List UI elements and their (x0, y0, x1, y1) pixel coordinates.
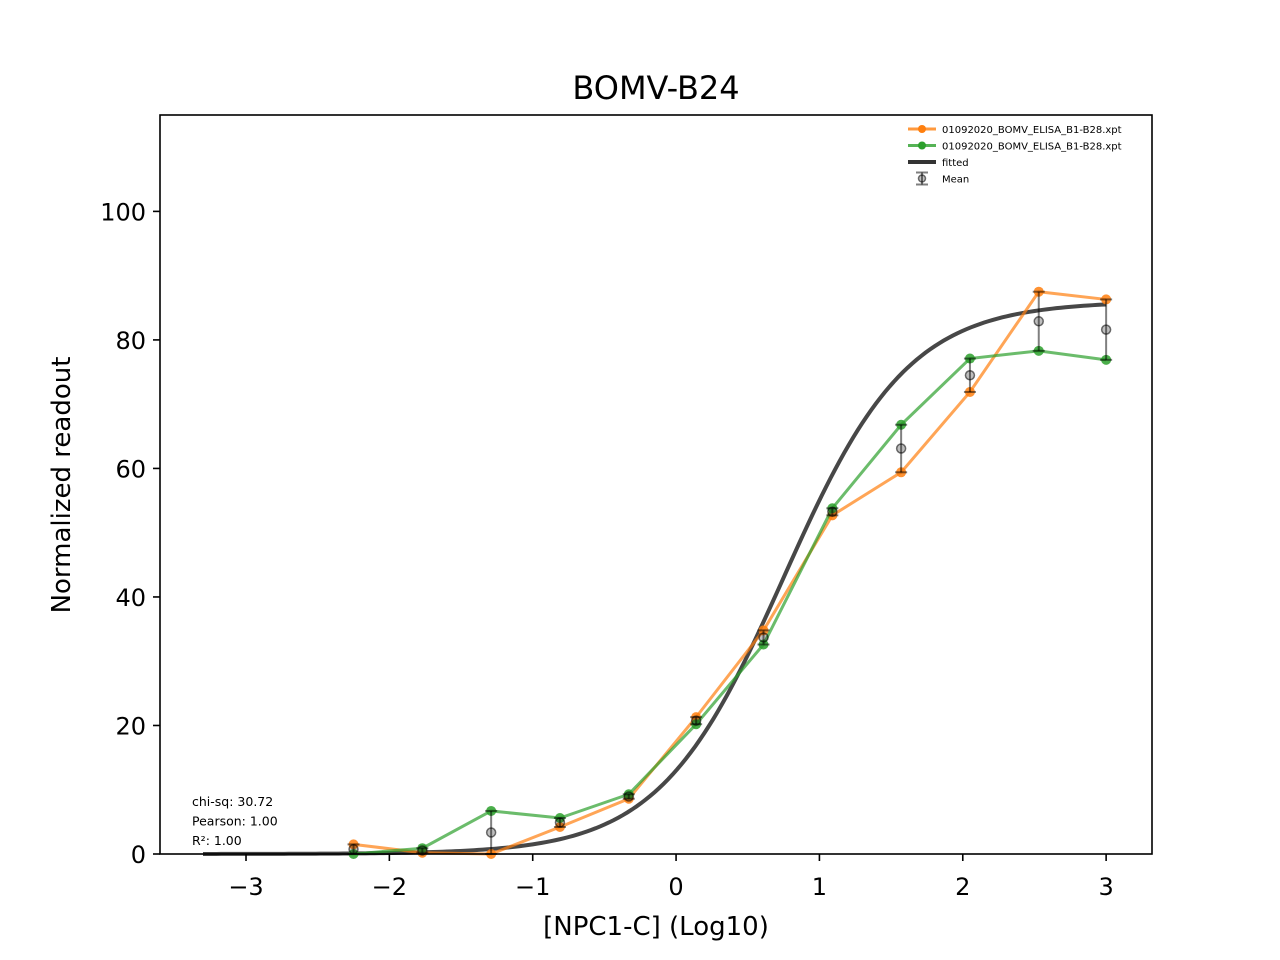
stat-line: Pearson: 1.00 (192, 814, 278, 829)
stat-line: chi-sq: 30.72 (192, 794, 273, 809)
mean-point (895, 443, 907, 454)
y-tick-label: 40 (115, 584, 146, 612)
mean-layer (347, 290, 1113, 856)
mean-point (485, 827, 497, 838)
legend-marker-series-2 (918, 141, 926, 150)
x-tick-label: 0 (668, 873, 683, 901)
mean-point (758, 632, 769, 643)
x-tick-label: −2 (372, 873, 407, 901)
x-tick-label: 3 (1098, 873, 1113, 901)
x-tick-label: −1 (515, 873, 550, 901)
mean-point (623, 791, 635, 802)
stat-line: R²: 1.00 (192, 833, 242, 848)
series-line-2 (353, 349, 1107, 856)
x-tick-label: −3 (228, 873, 263, 901)
legend-label-fitted: fitted (942, 158, 969, 169)
mean-point (1033, 316, 1045, 327)
x-axis-title: [NPC1-C] (Log10) (543, 912, 769, 942)
y-axis: 0 20 40 60 80 100 (100, 198, 160, 869)
y-tick-label: 80 (115, 327, 146, 355)
mean-point (964, 370, 976, 381)
y-tick-label: 0 (131, 841, 146, 869)
x-tick-label: 2 (955, 873, 970, 901)
stats-annotation: chi-sq: 30.72 Pearson: 1.00 R²: 1.00 (192, 794, 278, 848)
mean-point (348, 843, 359, 855)
mean-point (690, 715, 702, 726)
mean-point (417, 845, 428, 856)
legend-label-mean: Mean (942, 175, 969, 186)
legend: 01092020_BOMV_ELISA_B1-B28.xpt 01092020_B… (908, 125, 1122, 186)
plot-frame (159, 114, 1153, 855)
legend-marker-mean (917, 174, 927, 183)
y-tick-label: 100 (100, 198, 146, 226)
legend-label-series-1: 01092020_BOMV_ELISA_B1-B28.xpt (942, 125, 1122, 136)
legend-marker-series-1 (918, 125, 926, 133)
mean-point (1100, 324, 1112, 335)
y-axis-title: Normalized readout (47, 357, 77, 614)
plot-area (160, 115, 1152, 854)
x-axis: −3 −2 −1 0 1 2 3 (228, 854, 1114, 901)
legend-label-series-2: 01092020_BOMV_ELISA_B1-B28.xpt (942, 142, 1122, 153)
x-tick-label: 1 (812, 873, 827, 901)
y-tick-label: 60 (115, 455, 146, 483)
mean-point (554, 817, 566, 828)
mean-point (827, 506, 838, 518)
y-tick-label: 20 (115, 712, 146, 740)
chart-title: BOMV-B24 (572, 69, 739, 107)
